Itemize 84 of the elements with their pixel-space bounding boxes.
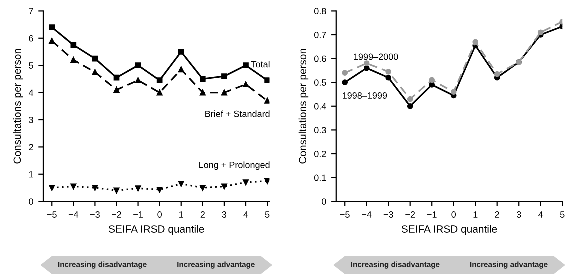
- x-tick-label: 5: [560, 212, 565, 218]
- point: [222, 74, 228, 80]
- y-tick-label: 0.2: [314, 150, 326, 158]
- x-tick-label: −4: [68, 212, 79, 218]
- point: [156, 90, 163, 96]
- y-tick-label: 0.6: [314, 56, 326, 62]
- series-label: Brief + Standard: [206, 110, 270, 118]
- x-tick-label: −4: [362, 212, 372, 218]
- x-tick-label: 1: [180, 212, 184, 218]
- point: [429, 77, 436, 84]
- y-tick-label: 5: [29, 62, 34, 69]
- x-tick-label: 4: [538, 212, 544, 218]
- point: [178, 49, 184, 55]
- point: [114, 74, 120, 81]
- y-tick-label: 6: [29, 35, 34, 42]
- y-axis-title: Consultations per person: [298, 49, 309, 164]
- y-tick-label: 0.4: [314, 103, 326, 110]
- x-tick-label: 1: [474, 212, 478, 218]
- point: [200, 76, 206, 82]
- x-tick-label: −3: [90, 212, 100, 218]
- y-tick-label: 0.7: [314, 32, 326, 38]
- point: [92, 69, 98, 76]
- y-tick-label: 2: [29, 144, 34, 150]
- point: [386, 68, 392, 75]
- x-tick-label: −2: [406, 212, 416, 218]
- series-label: 1999–2000: [354, 54, 398, 60]
- x-tick-label: −2: [112, 212, 122, 218]
- x-tick-label: −5: [47, 212, 57, 218]
- y-tick-label: 0: [322, 198, 326, 205]
- point: [156, 78, 163, 84]
- point: [49, 24, 56, 30]
- y-tick-label: 7: [29, 8, 34, 14]
- x-tick-label: −5: [340, 212, 350, 218]
- point: [407, 103, 414, 110]
- point: [178, 66, 184, 73]
- point: [135, 62, 142, 69]
- x-tick-label: 0: [452, 212, 456, 218]
- point: [156, 186, 163, 193]
- y-axis-title: Consultations per person: [13, 49, 24, 164]
- x-tick-label: 4: [244, 212, 248, 218]
- y-tick-label: 3: [29, 116, 34, 124]
- point: [538, 30, 544, 36]
- series-label: Long + Prolonged: [200, 162, 270, 170]
- point: [364, 60, 370, 66]
- point: [222, 184, 228, 190]
- x-tick-label: −3: [384, 212, 394, 218]
- y-tick-label: 0: [29, 198, 34, 205]
- point: [222, 90, 228, 96]
- series-label: Total: [251, 61, 270, 68]
- point: [429, 82, 436, 88]
- series-label: 1998–1999: [343, 92, 388, 99]
- x-tick-label: 3: [222, 212, 227, 218]
- point: [114, 188, 120, 194]
- x-tick-label: 5: [265, 212, 270, 218]
- point: [70, 184, 77, 190]
- point: [264, 178, 270, 184]
- point: [243, 82, 249, 88]
- point: [70, 57, 77, 64]
- y-tick-label: 0.8: [314, 8, 326, 15]
- y-tick-label: 0.3: [314, 127, 326, 134]
- x-tick-label: 3: [516, 212, 522, 218]
- point: [407, 96, 414, 102]
- point: [450, 89, 457, 96]
- point: [200, 90, 206, 96]
- point: [342, 70, 348, 76]
- x-axis-title: SEIFA IRSD quantile: [109, 225, 204, 236]
- x-tick-label: 0: [158, 212, 162, 218]
- x-tick-label: −1: [134, 212, 143, 218]
- point: [386, 74, 392, 81]
- point: [264, 78, 270, 84]
- x-tick-label: −1: [427, 212, 437, 218]
- y-tick-label: 0.1: [314, 174, 326, 182]
- x-tick-label: 2: [495, 212, 500, 218]
- point: [342, 80, 348, 86]
- point: [92, 56, 98, 62]
- x-axis-title: SEIFA IRSD quantile: [402, 225, 498, 236]
- point: [494, 71, 500, 78]
- point: [472, 39, 479, 46]
- y-tick-label: 1: [29, 171, 34, 178]
- x-tick-label: 2: [200, 212, 205, 218]
- y-tick-label: 0.5: [314, 80, 326, 86]
- y-tick-label: 4: [28, 90, 34, 96]
- point: [70, 42, 77, 48]
- point: [243, 62, 249, 69]
